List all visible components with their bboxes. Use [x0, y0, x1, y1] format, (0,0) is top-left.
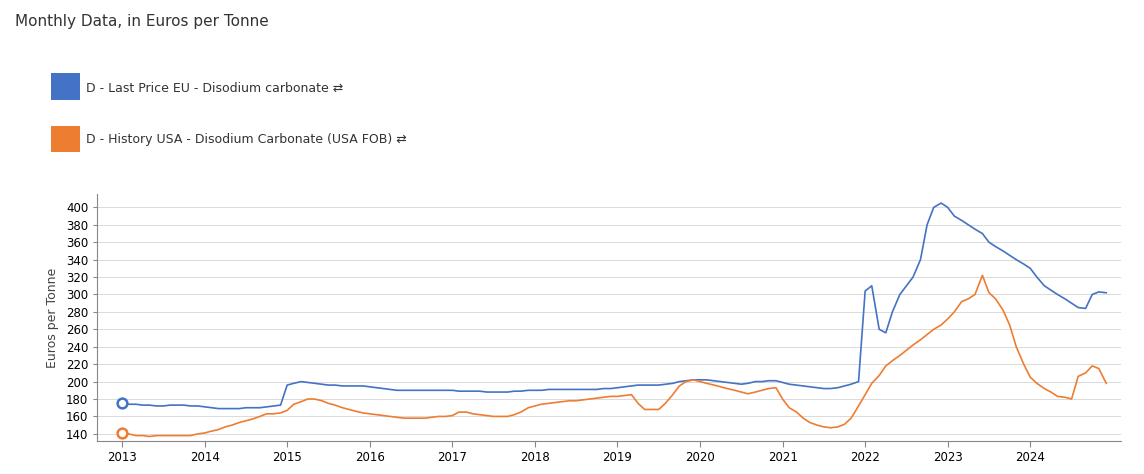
Text: D - Last Price EU - Disodium carbonate ⇄: D - Last Price EU - Disodium carbonate ⇄: [86, 81, 343, 94]
Text: Monthly Data, in Euros per Tonne: Monthly Data, in Euros per Tonne: [15, 14, 269, 29]
Y-axis label: Euros per Tonne: Euros per Tonne: [46, 267, 58, 368]
Text: D - History USA - Disodium Carbonate (USA FOB) ⇄: D - History USA - Disodium Carbonate (US…: [86, 133, 406, 146]
